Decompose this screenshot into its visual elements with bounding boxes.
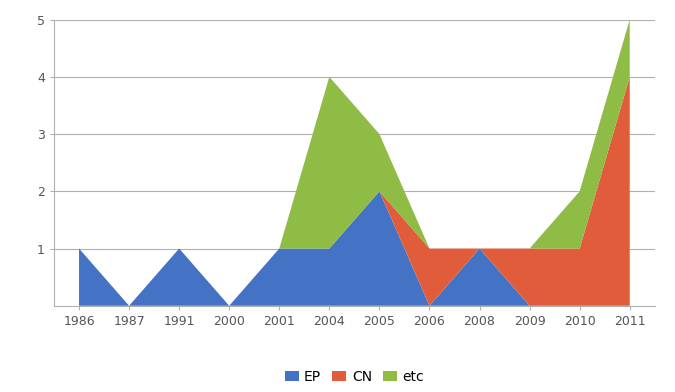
Legend: EP, CN, etc: EP, CN, etc: [279, 364, 430, 389]
